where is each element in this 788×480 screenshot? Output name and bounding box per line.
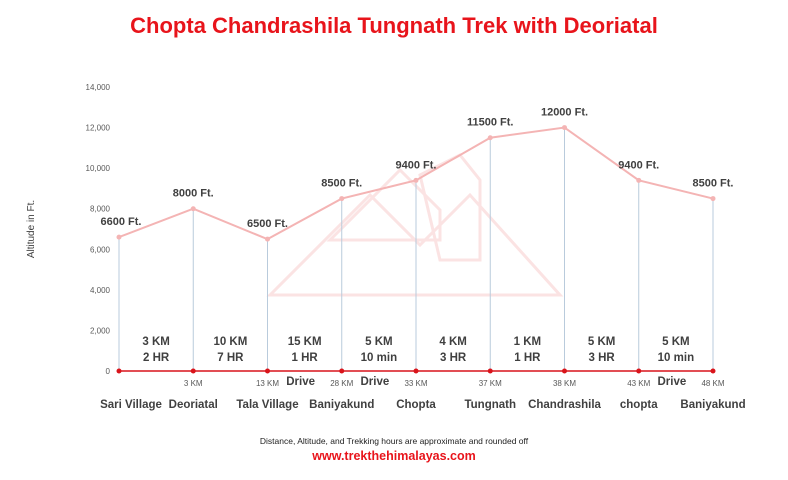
segment-distance: 1 KM — [514, 336, 541, 348]
segment-distance: 4 KM — [439, 336, 466, 348]
segment-distance: 3 KM — [142, 336, 169, 348]
y-tick-label: 4,000 — [90, 286, 111, 295]
segment-distance: 15 KM — [288, 336, 322, 348]
baseline-point — [413, 368, 419, 374]
segment-distance: 10 KM — [213, 336, 247, 348]
segment-time: 10 min — [361, 352, 397, 364]
altitude-point — [116, 234, 122, 240]
altitude-label: 6600 Ft. — [101, 216, 142, 228]
distance-label: 33 KM — [404, 379, 427, 388]
place-label: Baniyakund — [309, 399, 374, 411]
segment-time: 10 min — [658, 352, 694, 364]
altitude-point — [265, 236, 270, 242]
altitude-label: 9400 Ft. — [618, 159, 659, 171]
place-label: Baniyakund — [680, 399, 745, 411]
baseline-point — [339, 368, 345, 374]
y-tick-label: 0 — [106, 367, 111, 376]
altitude-label: 11500 Ft. — [467, 117, 513, 129]
segment-distance: 5 KM — [365, 336, 392, 348]
distance-label: 43 KM — [627, 379, 650, 388]
segment-distance: 5 KM — [588, 336, 615, 348]
segment-time: 3 HR — [589, 352, 616, 364]
y-tick-label: 8,000 — [90, 205, 111, 214]
baseline-point — [562, 368, 567, 374]
baseline-point — [487, 368, 493, 374]
altitude-label: 8000 Ft. — [173, 188, 214, 200]
footer-note: Distance, Altitude, and Trekking hours a… — [260, 436, 529, 446]
segment-time: 7 HR — [217, 352, 244, 364]
altitude-point — [636, 177, 642, 183]
watermark-logo — [266, 153, 564, 297]
altitude-point — [413, 177, 419, 183]
y-tick-label: 14,000 — [86, 83, 111, 92]
place-label: Chopta — [396, 399, 436, 411]
footer-website[interactable]: www.trekthehimalayas.com — [311, 449, 476, 463]
y-axis-title: Altitude in Ft. — [26, 200, 37, 258]
y-tick-label: 2,000 — [90, 326, 111, 335]
y-tick-label: 12,000 — [86, 124, 111, 133]
altitude-point — [562, 125, 567, 131]
altitude-label: 8500 Ft. — [321, 178, 362, 190]
segment-mode: Drive — [360, 376, 389, 388]
altitude-label: 8500 Ft. — [693, 178, 734, 190]
distance-label: 48 KM — [701, 379, 724, 388]
place-label: Sari Village — [100, 399, 162, 411]
place-label: Deoriatal — [169, 399, 218, 411]
y-tick-label: 6,000 — [90, 245, 111, 254]
place-label: Tala Village — [236, 399, 298, 411]
distance-label: 37 KM — [479, 379, 502, 388]
chart-title: Chopta Chandrashila Tungnath Trek with D… — [130, 13, 658, 38]
altitude-point — [487, 135, 493, 141]
distance-label: 3 KM — [184, 379, 203, 388]
altitude-point — [339, 196, 345, 202]
baseline-point — [116, 368, 122, 374]
place-label: Chandrashila — [528, 399, 601, 411]
altitude-label: 9400 Ft. — [396, 159, 437, 171]
place-label: Tungnath — [464, 399, 516, 411]
segment-mode: Drive — [286, 376, 315, 388]
baseline-point — [190, 368, 196, 374]
baseline-point — [636, 368, 642, 374]
baseline-point — [265, 368, 270, 374]
baseline-point — [710, 368, 716, 374]
segment-time: 1 HR — [292, 352, 319, 364]
segment-time: 2 HR — [143, 352, 170, 364]
altitude-point — [190, 206, 196, 212]
distance-label: 13 KM — [256, 379, 279, 388]
place-label: chopta — [620, 399, 658, 411]
altitude-label: 12000 Ft. — [541, 107, 588, 119]
altitude-point — [710, 196, 716, 202]
segment-distance: 5 KM — [662, 336, 689, 348]
distance-label: 38 KM — [553, 379, 576, 388]
segment-time: 1 HR — [514, 352, 541, 364]
altitude-label: 6500 Ft. — [247, 218, 288, 230]
distance-label: 28 KM — [330, 379, 353, 388]
segment-mode: Drive — [657, 376, 686, 388]
segment-time: 3 HR — [440, 352, 467, 364]
y-tick-label: 10,000 — [86, 164, 111, 173]
